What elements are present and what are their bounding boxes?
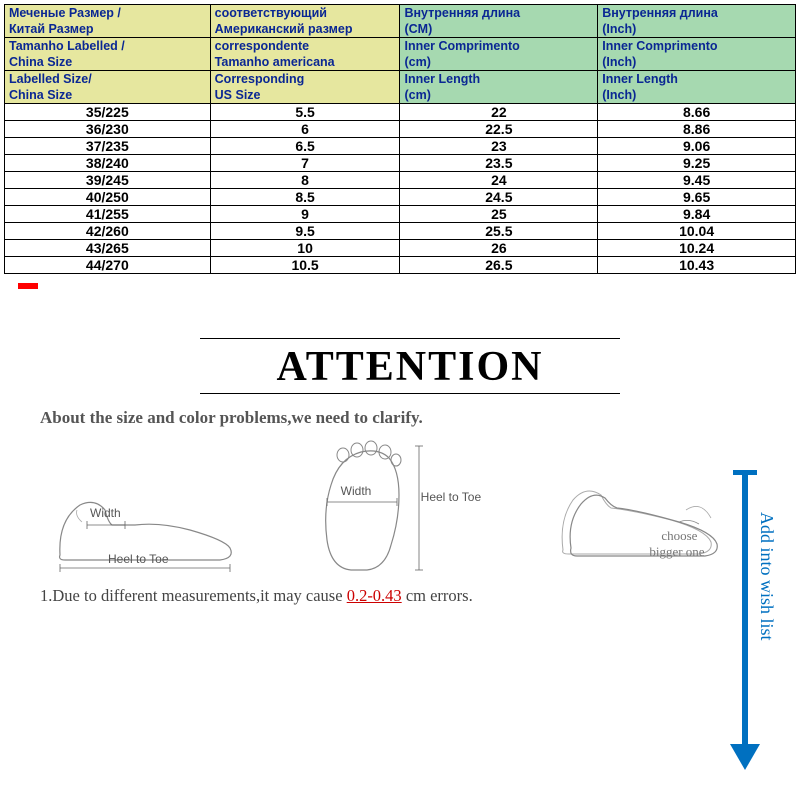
- table-row: 41/2559259.84: [5, 206, 796, 223]
- header-cell: соответствующий: [210, 5, 400, 22]
- table-cell: 44/270: [5, 257, 211, 274]
- table-cell: 24: [400, 172, 598, 189]
- header-cell: Inner Length: [400, 71, 598, 88]
- foot-diagrams: Width Heel to Toe Width Heel to Toe: [40, 440, 780, 580]
- table-cell: 43/265: [5, 240, 211, 257]
- table-cell: 24.5: [400, 189, 598, 206]
- table-cell: 9.5: [210, 223, 400, 240]
- header-cell: Inner Comprimento: [400, 38, 598, 55]
- table-row: 36/230622.58.86: [5, 121, 796, 138]
- table-row: 37/2356.5239.06: [5, 138, 796, 155]
- header-cell: Внутренняя длина: [598, 5, 796, 22]
- table-row: 43/265102610.24: [5, 240, 796, 257]
- clarify-text: About the size and color problems,we nee…: [40, 408, 780, 428]
- label-width-2: Width: [341, 484, 372, 498]
- footnote-prefix: 1.Due to different measurements,it may c…: [40, 586, 347, 605]
- table-cell: 6: [210, 121, 400, 138]
- table-row: 40/2508.524.59.65: [5, 189, 796, 206]
- table-cell: 10.5: [210, 257, 400, 274]
- table-cell: 8.66: [598, 104, 796, 121]
- table-cell: 23.5: [400, 155, 598, 172]
- header-cell: (Inch): [598, 54, 796, 71]
- header-cell: Внутренняя длина: [400, 5, 598, 22]
- header-cell: Inner Comprimento: [598, 38, 796, 55]
- foot-top-icon: [291, 440, 481, 580]
- label-width-1: Width: [90, 506, 121, 520]
- table-cell: 9.84: [598, 206, 796, 223]
- footnote: 1.Due to different measurements,it may c…: [40, 586, 780, 606]
- header-cell: (Inch): [598, 21, 796, 38]
- table-cell: 9: [210, 206, 400, 223]
- table-cell: 10.24: [598, 240, 796, 257]
- footnote-highlight: 0.2-0.43: [347, 586, 402, 605]
- header-cell: Corresponding: [210, 71, 400, 88]
- attention-title: ATTENTION: [200, 338, 620, 394]
- table-cell: 38/240: [5, 155, 211, 172]
- footnote-suffix: cm errors.: [402, 586, 473, 605]
- table-cell: 9.25: [598, 155, 796, 172]
- label-choose: choose: [661, 528, 697, 544]
- header-cell: Labelled Size/: [5, 71, 211, 88]
- table-cell: 22: [400, 104, 598, 121]
- table-cell: 26: [400, 240, 598, 257]
- header-cell: Tamanho americana: [210, 54, 400, 71]
- table-cell: 5.5: [210, 104, 400, 121]
- table-cell: 37/235: [5, 138, 211, 155]
- table-cell: 39/245: [5, 172, 211, 189]
- header-cell: (Inch): [598, 87, 796, 104]
- table-cell: 35/225: [5, 104, 211, 121]
- table-cell: 36/230: [5, 121, 211, 138]
- table-cell: 8: [210, 172, 400, 189]
- wishlist-arrow: Add into wish list: [726, 470, 764, 770]
- table-cell: 10.43: [598, 257, 796, 274]
- table-cell: 25.5: [400, 223, 598, 240]
- header-cell: Inner Length: [598, 71, 796, 88]
- header-cell: Tamanho Labelled /: [5, 38, 211, 55]
- table-row: 39/2458249.45: [5, 172, 796, 189]
- header-cell: (cm): [400, 54, 598, 71]
- table-cell: 9.65: [598, 189, 796, 206]
- header-cell: (cm): [400, 87, 598, 104]
- table-row: 38/240723.59.25: [5, 155, 796, 172]
- attention-section: ATTENTION About the size and color probl…: [0, 338, 800, 606]
- header-cell: US Size: [210, 87, 400, 104]
- table-cell: 23: [400, 138, 598, 155]
- wishlist-arrow-label: Add into wish list: [756, 512, 777, 641]
- table-cell: 42/260: [5, 223, 211, 240]
- table-cell: 6.5: [210, 138, 400, 155]
- table-cell: 8.86: [598, 121, 796, 138]
- table-cell: 41/255: [5, 206, 211, 223]
- header-cell: Американский размер: [210, 21, 400, 38]
- size-table-container: Меченые Размер /соответствующийВнутрення…: [0, 0, 800, 294]
- foot-compare-icon: [541, 450, 741, 580]
- table-cell: 9.45: [598, 172, 796, 189]
- label-bigger: bigger one: [649, 544, 704, 560]
- table-cell: 25: [400, 206, 598, 223]
- header-cell: China Size: [5, 87, 211, 104]
- foot-diagram-side: Width Heel to Toe: [40, 450, 279, 580]
- foot-diagram-top: Width Heel to Toe: [291, 440, 530, 580]
- table-cell: 10: [210, 240, 400, 257]
- table-cell: 9.06: [598, 138, 796, 155]
- table-row: 44/27010.526.510.43: [5, 257, 796, 274]
- table-cell: 40/250: [5, 189, 211, 206]
- table-row: 35/2255.5228.66: [5, 104, 796, 121]
- header-cell: correspondente: [210, 38, 400, 55]
- table-cell: 8.5: [210, 189, 400, 206]
- header-cell: Меченые Размер /: [5, 5, 211, 22]
- size-table: Меченые Размер /соответствующийВнутрення…: [4, 4, 796, 274]
- table-cell: 26.5: [400, 257, 598, 274]
- table-cell: 10.04: [598, 223, 796, 240]
- label-heel-1: Heel to Toe: [108, 552, 169, 566]
- table-cell: 22.5: [400, 121, 598, 138]
- red-mark: [4, 274, 796, 290]
- label-heel-2: Heel to Toe: [421, 490, 482, 504]
- header-cell: Китай Размер: [5, 21, 211, 38]
- header-cell: China Size: [5, 54, 211, 71]
- table-row: 42/2609.525.510.04: [5, 223, 796, 240]
- table-cell: 7: [210, 155, 400, 172]
- header-cell: (CM): [400, 21, 598, 38]
